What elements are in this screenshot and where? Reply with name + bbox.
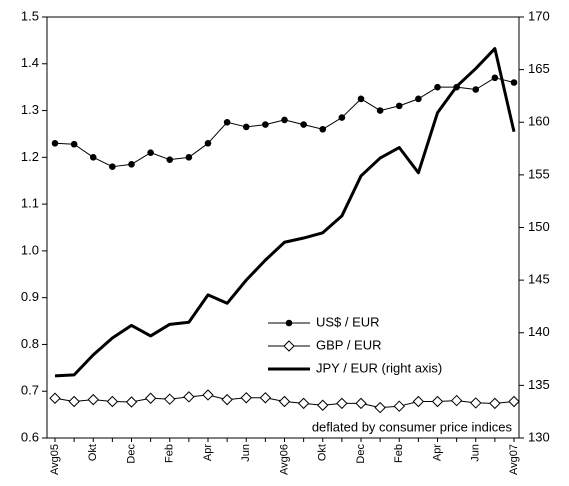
point [89,154,97,161]
y-tick-label: 1.0 [21,242,39,257]
point [491,74,499,82]
y-tick-label: 0.9 [21,289,39,304]
point [317,399,329,411]
y2-tick-label: 145 [528,272,550,287]
point [374,401,386,414]
point [450,394,463,407]
legend-label: GBP / EUR [316,337,382,352]
point [319,125,327,133]
point [285,319,293,327]
point [415,95,422,103]
point [128,161,135,168]
point [281,116,288,124]
y-tick-label: 0.7 [21,383,39,398]
point [278,395,291,408]
y-tick-label: 1.4 [21,55,39,70]
x-tick-label: Feb [393,444,405,463]
y-tick-label: 1.3 [21,102,39,117]
y2-tick-label: 170 [528,8,550,23]
point [395,102,403,110]
point [221,393,233,406]
point [185,154,193,161]
point [297,397,310,410]
point [183,391,195,403]
point [508,395,520,408]
x-tick-label: Avg05 [49,444,61,475]
x-tick-label: Okt [317,444,329,461]
point [125,396,138,408]
point [355,397,367,410]
point [510,79,518,86]
x-tick-label: Feb [164,444,176,463]
x-tick-label: Apr [202,444,214,461]
point [434,83,441,91]
y2-tick-label: 140 [528,324,550,339]
point [431,395,444,408]
point [240,392,252,404]
point [109,163,116,170]
legend-label: US$ / EUR [316,314,380,329]
y2-tick-label: 165 [528,61,550,76]
point [144,392,157,404]
point [166,156,174,163]
point [283,340,295,352]
x-tick-label: Avg06 [278,444,290,475]
point [376,107,384,114]
x-tick-label: Jun [240,444,252,462]
x-tick-label: Okt [87,444,99,461]
series-line [54,47,516,378]
point [242,123,250,131]
annotation: deflated by consumer price indices [312,419,513,434]
point [223,118,231,126]
y-tick-label: 1.2 [21,149,39,164]
legend-label: JPY / EUR (right axis) [316,360,442,375]
point [338,114,346,121]
point [202,389,214,401]
point [87,393,99,406]
point [259,392,272,404]
y2-tick-label: 155 [528,166,550,181]
y2-tick-label: 130 [528,429,550,444]
y-tick-label: 1.1 [21,196,39,211]
point [49,392,61,404]
point [393,400,405,412]
y-tick-label: 1.5 [21,8,39,23]
point [147,149,154,156]
point [106,395,119,408]
point [164,393,176,405]
x-tick-label: Avg07 [508,444,520,475]
point [68,395,80,408]
point [204,140,212,147]
y-tick-label: 0.6 [21,429,39,444]
x-tick-label: Jun [470,444,482,462]
x-tick-label: Apr [431,444,443,461]
y2-tick-label: 135 [528,377,550,392]
point [470,397,482,409]
y2-tick-label: 160 [528,114,550,129]
x-tick-label: Dec [355,444,367,464]
plot-frame [46,16,520,439]
point [300,121,307,128]
point [412,395,425,408]
point [357,95,365,103]
x-tick-label: Dec [125,444,137,464]
point [51,140,59,147]
point [472,86,480,93]
y-tick-label: 0.8 [21,336,39,351]
point [262,121,269,128]
point [489,397,501,410]
point [70,140,78,148]
y2-tick-label: 150 [528,219,550,234]
point [336,397,348,410]
